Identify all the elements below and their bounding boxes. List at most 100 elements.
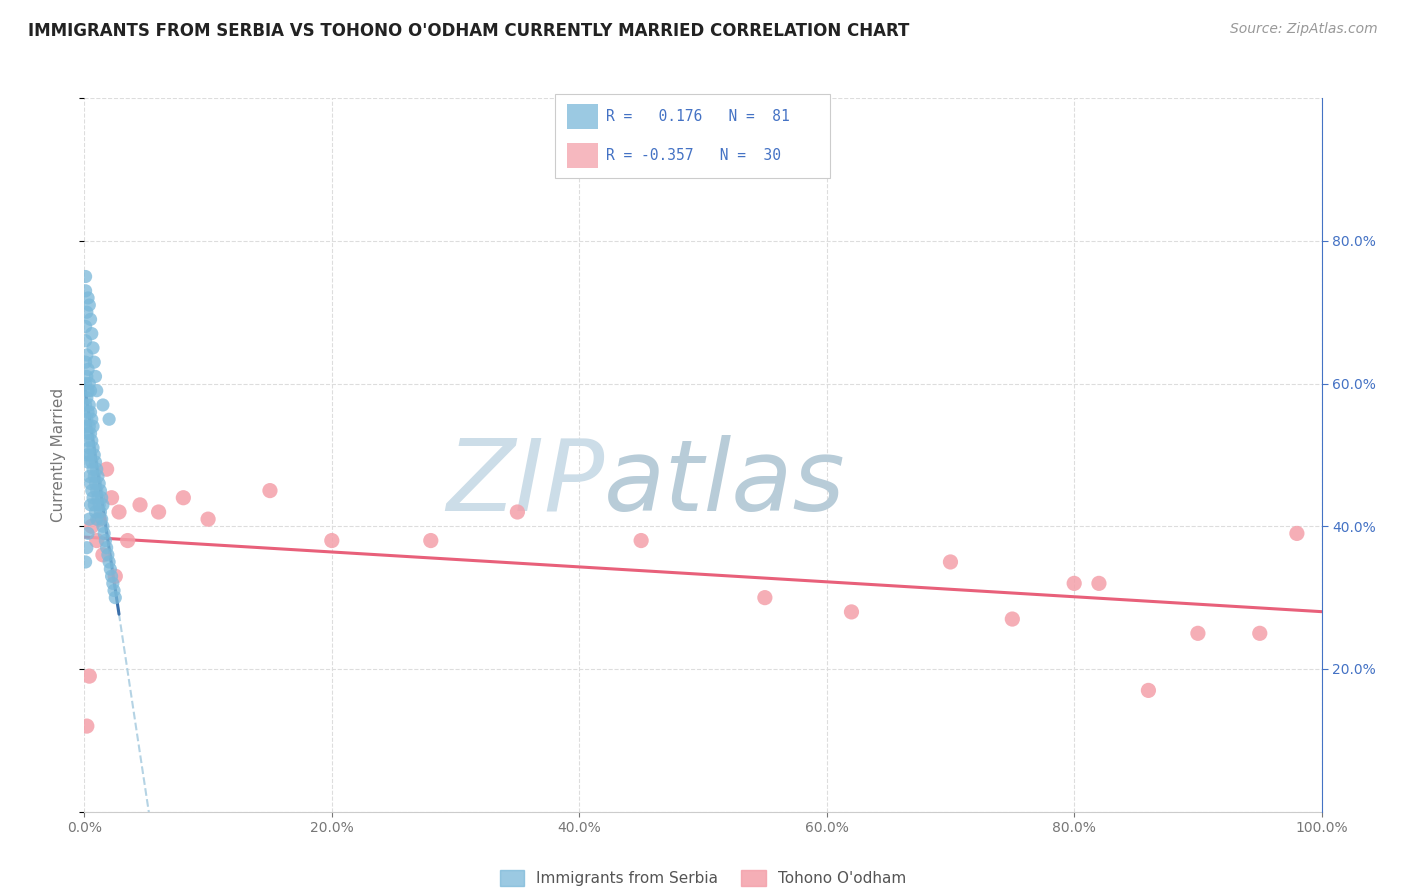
Point: [94, 533, 117, 548]
Text: R =   0.176   N =  81: R = 0.176 N = 81: [606, 110, 790, 124]
Text: Source: ZipAtlas.com: Source: ZipAtlas.com: [1230, 22, 1378, 37]
Point: [90, 491, 112, 505]
Point: [77, 434, 100, 448]
Point: [75, 419, 97, 434]
Point: [76, 348, 98, 362]
Point: [86, 483, 108, 498]
Point: [80, 455, 103, 469]
Point: [86, 533, 108, 548]
Point: [89, 476, 111, 491]
Point: [79, 419, 101, 434]
Point: [87, 469, 110, 483]
Point: [80, 483, 103, 498]
Point: [321, 533, 343, 548]
Point: [75, 398, 97, 412]
Point: [1088, 576, 1111, 591]
Point: [80, 434, 103, 448]
Y-axis label: Currently Married: Currently Married: [51, 388, 66, 522]
Point: [89, 512, 111, 526]
Point: [754, 591, 776, 605]
Point: [79, 448, 101, 462]
Point: [79, 298, 101, 312]
Point: [76, 391, 98, 405]
Point: [84, 505, 107, 519]
Point: [79, 384, 101, 398]
Point: [83, 469, 105, 483]
Point: [76, 369, 98, 384]
Point: [75, 376, 97, 391]
Point: [87, 491, 110, 505]
Point: [96, 462, 118, 476]
Point: [79, 476, 101, 491]
Point: [101, 576, 124, 591]
Point: [79, 512, 101, 526]
Text: R = -0.357   N =  30: R = -0.357 N = 30: [606, 148, 780, 162]
Point: [77, 526, 100, 541]
Point: [91, 519, 114, 533]
Point: [83, 498, 105, 512]
Point: [91, 398, 114, 412]
Point: [79, 376, 101, 391]
Point: [1187, 626, 1209, 640]
Point: [79, 498, 101, 512]
Point: [103, 583, 125, 598]
Point: [506, 505, 529, 519]
Point: [76, 448, 98, 462]
Point: [91, 548, 114, 562]
Point: [79, 426, 101, 441]
Point: [96, 541, 118, 555]
Point: [83, 448, 105, 462]
Point: [79, 405, 101, 419]
Point: [419, 533, 441, 548]
Point: [82, 441, 104, 455]
Point: [1063, 576, 1085, 591]
Point: [100, 569, 122, 583]
Point: [86, 462, 108, 476]
Point: [77, 455, 100, 469]
Point: [77, 405, 100, 419]
Point: [82, 419, 104, 434]
Point: [84, 455, 107, 469]
Point: [75, 269, 97, 284]
Point: [91, 498, 114, 512]
Legend: Immigrants from Serbia, Tohono O'odham: Immigrants from Serbia, Tohono O'odham: [499, 871, 907, 886]
Point: [80, 326, 103, 341]
Point: [76, 541, 98, 555]
Point: [197, 512, 219, 526]
Point: [98, 555, 121, 569]
Point: [86, 384, 108, 398]
Point: [80, 519, 103, 533]
Text: atlas: atlas: [605, 435, 845, 532]
Point: [841, 605, 863, 619]
Point: [630, 533, 652, 548]
Point: [80, 412, 103, 426]
Point: [83, 355, 105, 369]
Point: [259, 483, 281, 498]
Point: [75, 355, 97, 369]
Point: [76, 305, 98, 319]
Point: [172, 491, 194, 505]
Point: [148, 505, 170, 519]
Text: IMMIGRANTS FROM SERBIA VS TOHONO O'ODHAM CURRENTLY MARRIED CORRELATION CHART: IMMIGRANTS FROM SERBIA VS TOHONO O'ODHAM…: [28, 22, 910, 40]
Point: [117, 533, 139, 548]
Point: [84, 369, 107, 384]
Point: [89, 505, 111, 519]
Point: [86, 512, 108, 526]
Point: [939, 555, 962, 569]
Point: [1001, 612, 1024, 626]
Point: [79, 669, 101, 683]
Point: [100, 491, 122, 505]
Point: [93, 526, 115, 541]
Point: [1137, 683, 1160, 698]
Point: [82, 462, 104, 476]
Point: [129, 498, 152, 512]
Point: [75, 284, 97, 298]
Point: [75, 555, 97, 569]
Point: [1249, 626, 1271, 640]
Point: [75, 334, 97, 348]
Point: [79, 312, 101, 326]
Point: [79, 398, 101, 412]
Point: [97, 548, 120, 562]
Point: [77, 362, 100, 376]
Point: [79, 441, 101, 455]
